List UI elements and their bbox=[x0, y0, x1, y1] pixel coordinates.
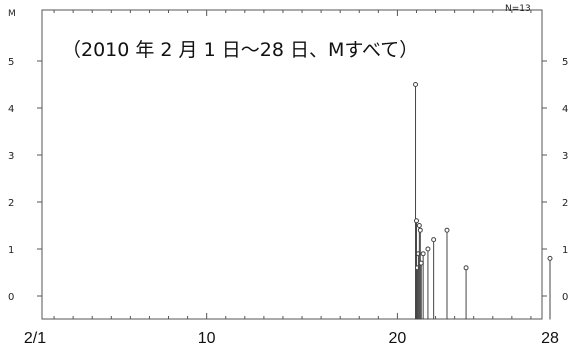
y-axis: 0 0 1 1 2 2 3 3 4 4 5 5 bbox=[8, 57, 568, 303]
y-tick-label-right: 3 bbox=[562, 151, 568, 162]
data-point bbox=[444, 227, 450, 233]
y-tick-label-left: 1 bbox=[8, 245, 14, 256]
data-point bbox=[418, 260, 424, 266]
plot-area bbox=[41, 9, 543, 320]
y-tick-label-left: 2 bbox=[8, 198, 14, 209]
y-tick-label-right: 5 bbox=[562, 57, 568, 68]
x-tick-label: 2/1 bbox=[24, 330, 46, 347]
data-point bbox=[547, 255, 553, 261]
data-series bbox=[413, 82, 553, 320]
y-tick-label-right: 2 bbox=[562, 198, 568, 209]
y-axis-label: M bbox=[8, 9, 16, 19]
count-label: N=13 bbox=[505, 4, 531, 14]
x-tick-label: 10 bbox=[198, 330, 216, 347]
x-tick-label: 20 bbox=[389, 330, 407, 347]
data-point bbox=[431, 237, 437, 243]
y-tick-label-right: 0 bbox=[562, 292, 568, 303]
data-point bbox=[416, 223, 422, 228]
x-axis: 2/1 10 20 28 bbox=[24, 10, 559, 347]
x-tick-label: 28 bbox=[541, 330, 559, 347]
y-tick-label-right: 4 bbox=[562, 104, 568, 115]
data-point bbox=[420, 251, 426, 257]
data-point bbox=[417, 227, 423, 233]
y-tick-label-right: 1 bbox=[562, 245, 568, 256]
y-tick-label-left: 4 bbox=[8, 104, 14, 115]
y-tick-label-left: 3 bbox=[8, 151, 14, 162]
y-tick-label-left: 0 bbox=[8, 292, 14, 303]
data-point bbox=[413, 82, 419, 87]
chart-subtitle: （2010 年 2 月 1 日～28 日、Mすべて） bbox=[62, 39, 418, 61]
data-point bbox=[413, 218, 419, 224]
y-tick-label-left: 5 bbox=[8, 57, 14, 68]
data-point bbox=[463, 265, 469, 271]
data-point bbox=[425, 246, 431, 252]
